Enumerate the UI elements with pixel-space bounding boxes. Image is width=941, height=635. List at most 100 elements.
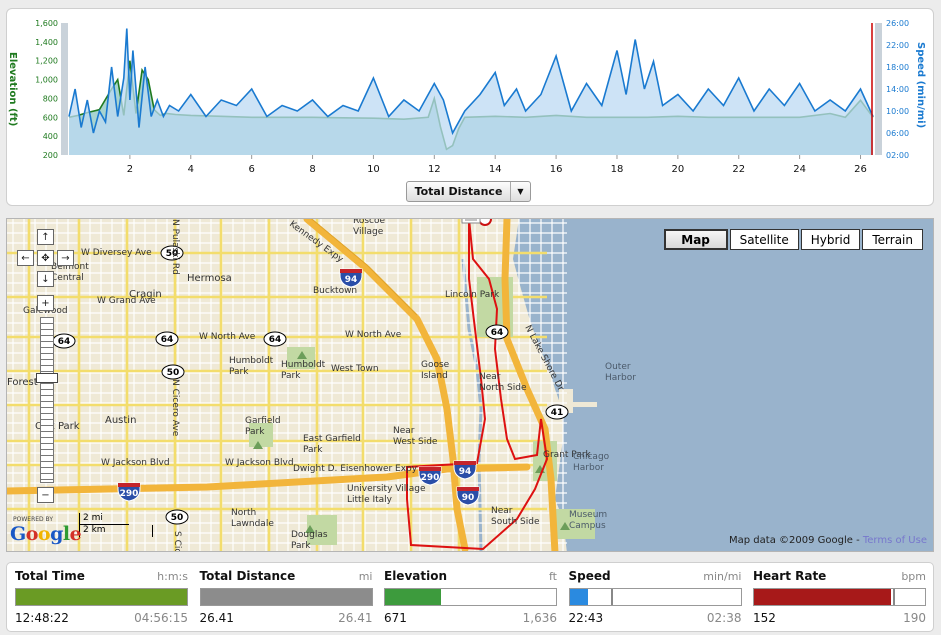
stat-progress-fill [200, 589, 372, 605]
stat-unit: bpm [901, 570, 926, 583]
map-label-univ-village: University Village [347, 484, 426, 494]
map-label-galewood: Galewood [23, 306, 68, 316]
map-canvas[interactable]: 50 50 50 64 64 64 64 41 94 94 290 290 90 RoscoeVilla… [7, 219, 934, 552]
map-label-grand: W Grand Ave [97, 296, 156, 306]
map-type-terrain-button[interactable]: Terrain [862, 229, 923, 250]
pan-down-arrow-icon[interactable]: ↓ [37, 271, 54, 287]
map-label-museum: Museum [569, 510, 607, 520]
route-shield-64: 64 [263, 331, 287, 347]
terms-of-use-link[interactable]: Terms of Use [862, 535, 927, 546]
left-tick-label: 400 [43, 132, 58, 141]
expressway-outlines [311, 219, 418, 316]
series-line [68, 28, 874, 136]
route-map[interactable]: 50 50 50 64 64 64 64 41 94 94 290 290 90 Roscoe Villa… [6, 218, 934, 552]
map-type-map-button[interactable]: Map [663, 229, 728, 250]
stat-progress-bar [568, 588, 742, 606]
stat-heart-rate: Heart Rate bpm 152 190 [751, 567, 930, 627]
map-label-chicago-harbor: Harbor [573, 463, 604, 473]
stat-unit: mi [358, 570, 373, 583]
pan-up-arrow-icon[interactable]: ↑ [37, 229, 54, 245]
map-label-museum: Campus [569, 521, 606, 531]
svg-text:290: 290 [421, 473, 440, 483]
map-label-humboldt2: Humboldt [281, 360, 326, 370]
stat-label: Total Distance [199, 569, 296, 583]
map-label-chicago-harbor: Chicago [573, 452, 610, 462]
interstate-shield-90: 90 [456, 486, 480, 506]
route-shield-41: 41 [545, 404, 569, 420]
pan-right-arrow-icon[interactable]: → [57, 250, 74, 266]
scale-kilometers: 2 km [79, 525, 153, 537]
map-label-grant-park: Grant Park [543, 450, 592, 460]
chevron-down-icon[interactable]: ▼ [510, 182, 530, 201]
dan-ryan-expressway [449, 455, 469, 551]
map-label-near-west: West Side [393, 437, 438, 447]
zoom-slider-track[interactable] [40, 317, 54, 483]
interstate-shield-290: 290 [117, 482, 141, 502]
map-label-roscoe-village: Roscoe [353, 219, 385, 226]
stat-max: 1,636 [522, 611, 557, 625]
map-label-douglas: Douglas [291, 530, 328, 540]
map-label-near-west: Near [393, 426, 415, 436]
map-label-garfield: Garfield [245, 416, 281, 426]
left-tick-label: 1,400 [35, 38, 58, 47]
route-shields: 50 50 50 64 64 64 64 41 94 94 290 290 90 [52, 245, 569, 525]
scale-miles: 2 mi [79, 513, 129, 525]
map-type-hybrid-button[interactable]: Hybrid [800, 229, 861, 250]
navy-pier [567, 402, 597, 407]
lake-michigan [513, 219, 933, 551]
x-tick-label: 16 [550, 164, 563, 175]
stat-max: 02:38 [706, 611, 742, 625]
google-logo[interactable]: POWERED BY Google [10, 516, 82, 545]
svg-text:50: 50 [167, 368, 180, 378]
recenter-icon[interactable]: ✥ [37, 250, 54, 266]
zoom-in-icon[interactable]: + [37, 295, 54, 311]
chicago-river [461, 258, 483, 551]
stat-progress-fill [385, 589, 442, 605]
route-shield-50: 50 [161, 364, 185, 380]
stat-max: 190 [903, 611, 926, 625]
start-marker[interactable] [478, 219, 492, 226]
zoom-out-icon[interactable]: − [37, 487, 54, 503]
zoom-slider-handle[interactable] [36, 373, 58, 383]
map-label-cicero-s: S Cicero [172, 531, 182, 552]
map-type-satellite-button[interactable]: Satellite [729, 229, 799, 250]
google-wordmark: Google [10, 523, 82, 545]
map-label-bucktown: Bucktown [313, 286, 357, 296]
map-label-north-ave-e: W North Ave [345, 330, 402, 340]
map-label-north-lawndale: North [231, 508, 256, 518]
lake-shore-drive [501, 219, 559, 551]
svg-text:290: 290 [120, 489, 139, 499]
stat-label: Heart Rate [753, 569, 827, 583]
x-axis-metric-select[interactable]: Total Distance ▼ [406, 181, 531, 202]
map-label-outer-harbor: Outer [605, 362, 631, 372]
x-axis-metric-label: Total Distance [414, 185, 503, 198]
left-tick-label: 600 [43, 113, 58, 122]
map-label-forest: Forest [7, 377, 38, 388]
right-tick-label: 14:00 [886, 85, 909, 94]
map-data-credit: Map data ©2009 Google - [729, 535, 863, 546]
svg-text:50: 50 [166, 249, 179, 259]
stat-total-distance: Total Distance mi 26.41 26.41 [198, 567, 377, 627]
map-label-belmont: Central [51, 273, 84, 283]
interstate-shield-94: 94 [339, 268, 363, 288]
stat-unit: min/mi [703, 570, 742, 583]
map-label-north-lawndale: Lawndale [231, 519, 274, 529]
map-label-humboldt2: Park [281, 371, 301, 381]
map-scale-bar: 2 mi 2 km [79, 513, 159, 541]
right-tick-label: 26:00 [886, 19, 909, 28]
x-tick-label: 2 [127, 164, 133, 175]
powered-by-text: POWERED BY [13, 516, 54, 523]
map-label-roscoe-village: Village [353, 227, 384, 237]
map-resize-handle[interactable] [461, 219, 481, 224]
right-tick-label: 06:00 [886, 129, 909, 138]
left-tick-label: 1,600 [35, 19, 58, 28]
pan-left-arrow-icon[interactable]: ← [17, 250, 34, 266]
svg-text:94: 94 [345, 275, 358, 285]
tree-icon [253, 441, 263, 449]
stat-unit: ft [549, 570, 557, 583]
right-tick-label: 02:00 [886, 151, 909, 160]
tree-icon [560, 522, 570, 530]
map-label-hermosa: Hermosa [187, 273, 232, 284]
